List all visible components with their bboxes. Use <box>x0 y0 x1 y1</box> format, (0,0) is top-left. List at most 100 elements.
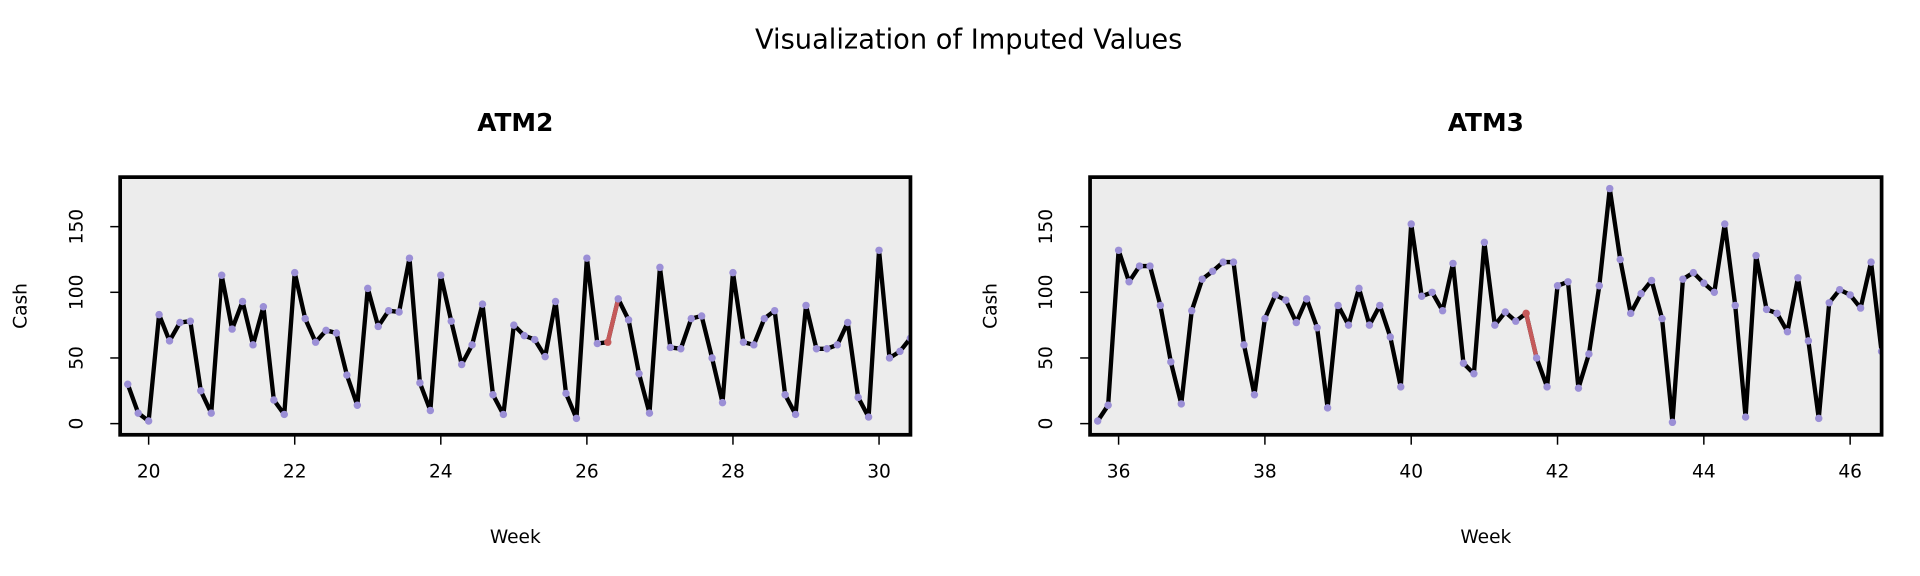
point <box>1606 184 1614 193</box>
point <box>510 321 518 329</box>
x-tick-label: 24 <box>429 461 453 482</box>
point <box>1250 391 1259 399</box>
point <box>1700 279 1708 287</box>
point <box>155 310 163 319</box>
imputed-line <box>605 298 621 343</box>
point <box>270 396 278 404</box>
point <box>1125 278 1133 286</box>
point <box>1417 292 1426 300</box>
point <box>531 335 539 344</box>
point <box>228 325 236 333</box>
point <box>1313 324 1321 332</box>
point <box>583 254 591 262</box>
point <box>791 410 800 419</box>
point <box>499 410 508 419</box>
point <box>1637 289 1645 298</box>
series-line <box>125 248 911 424</box>
point <box>520 331 529 340</box>
point <box>1198 275 1206 283</box>
point <box>291 268 299 277</box>
point <box>1543 383 1551 391</box>
point <box>760 314 769 323</box>
point <box>1512 317 1520 325</box>
point <box>1647 276 1656 285</box>
point <box>1459 359 1468 367</box>
point <box>1679 275 1687 283</box>
point <box>1762 305 1771 314</box>
point <box>1135 262 1144 270</box>
point <box>1710 288 1719 297</box>
x-tick-label: 38 <box>1253 461 1277 482</box>
point <box>332 329 341 337</box>
point <box>541 352 549 361</box>
point <box>1240 341 1248 349</box>
point <box>551 297 560 306</box>
point <box>1585 350 1593 358</box>
point <box>238 297 247 306</box>
x-axis-title: Week <box>1460 527 1511 548</box>
point <box>186 317 195 325</box>
point <box>165 337 174 345</box>
point <box>885 354 894 362</box>
point <box>457 360 466 369</box>
point <box>1365 321 1374 329</box>
point <box>1689 268 1698 277</box>
point <box>1480 238 1489 247</box>
plot-background <box>1090 177 1882 435</box>
point <box>1773 309 1781 318</box>
y-tick-label: 100 <box>1036 275 1057 310</box>
point <box>1407 220 1415 228</box>
point <box>343 371 351 379</box>
point <box>311 338 320 346</box>
point <box>1302 295 1311 303</box>
point <box>624 316 633 324</box>
point <box>1846 291 1854 299</box>
plot-area <box>124 246 911 425</box>
point <box>1470 370 1478 378</box>
point <box>1501 308 1510 316</box>
point <box>604 338 612 346</box>
point <box>1574 384 1583 392</box>
point <box>217 271 226 279</box>
plot-area <box>1093 184 1882 427</box>
point <box>614 295 622 303</box>
y-tick-label: 150 <box>66 209 87 244</box>
y-tick-label: 100 <box>66 275 87 310</box>
x-tick-label: 20 <box>137 461 161 482</box>
point <box>635 370 643 378</box>
point <box>1595 282 1604 290</box>
main-title: Visualization of Imputed Values <box>755 24 1182 55</box>
point <box>405 254 414 262</box>
point <box>322 326 330 335</box>
point <box>1752 251 1760 260</box>
point <box>426 406 435 415</box>
point <box>1156 301 1165 310</box>
point <box>1438 306 1447 315</box>
x-tick-label: 44 <box>1692 461 1716 482</box>
x-tick-label: 30 <box>867 461 891 482</box>
point <box>1334 301 1342 310</box>
point <box>843 318 852 327</box>
point <box>708 354 716 362</box>
point <box>207 409 215 417</box>
x-tick-label: 42 <box>1546 461 1570 482</box>
point <box>1167 358 1175 366</box>
point <box>1731 301 1739 310</box>
y-tick-label: 50 <box>1036 346 1057 370</box>
point <box>697 312 706 320</box>
point <box>1491 321 1499 329</box>
point <box>1229 258 1238 266</box>
point <box>176 318 184 327</box>
point <box>593 339 602 348</box>
point <box>1386 333 1395 341</box>
point <box>1376 301 1384 310</box>
point <box>864 413 873 421</box>
y-axis-title: Cash <box>980 283 1001 329</box>
point <box>1835 285 1844 294</box>
point <box>374 322 382 331</box>
panel-title: ATM3 <box>1448 108 1524 137</box>
plot-frame <box>1088 175 1884 437</box>
point <box>750 341 758 349</box>
x-tick-label: 36 <box>1107 461 1131 482</box>
point <box>1271 291 1280 299</box>
